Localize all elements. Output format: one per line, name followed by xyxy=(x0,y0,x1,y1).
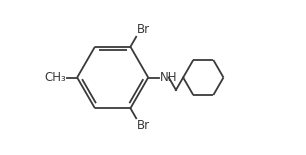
Text: CH₃: CH₃ xyxy=(44,71,66,84)
Text: Br: Br xyxy=(137,23,150,36)
Text: NH: NH xyxy=(159,71,177,84)
Text: Br: Br xyxy=(137,119,150,132)
